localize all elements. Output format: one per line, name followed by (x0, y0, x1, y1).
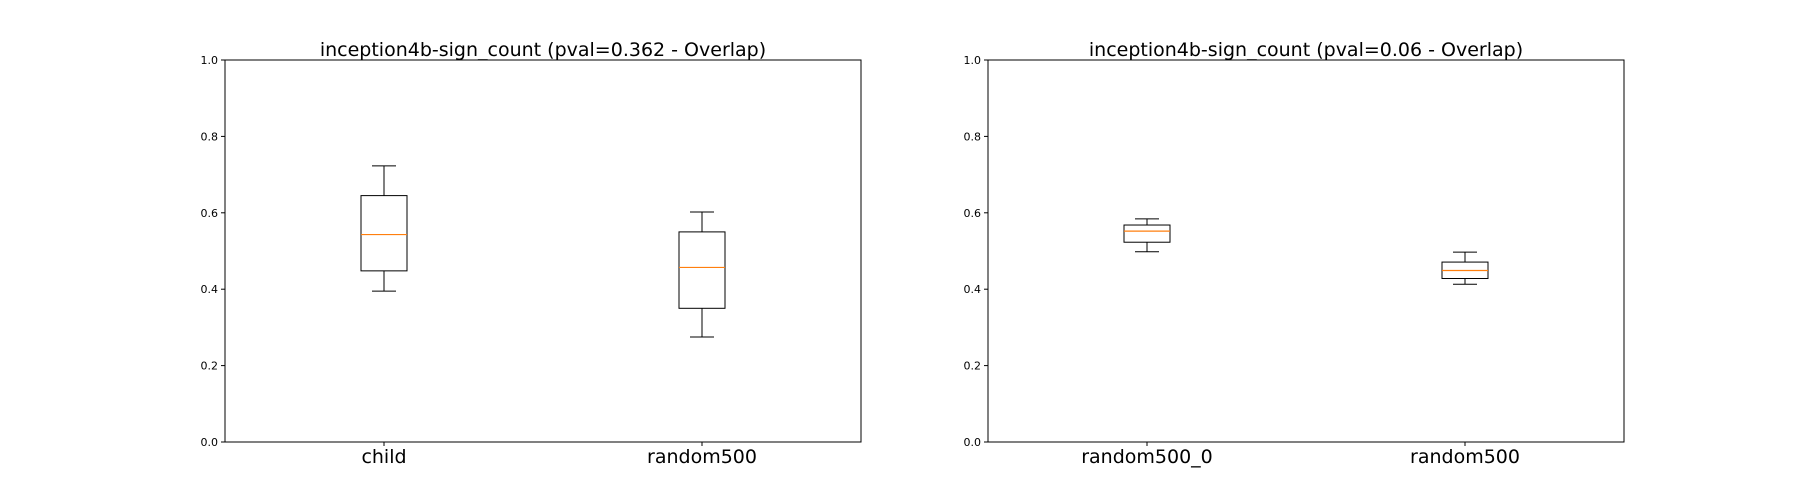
right-box-0 (1123, 218, 1171, 253)
left-x-tick-label: child (361, 446, 406, 468)
left-y-tick-label: 0.6 (201, 207, 219, 220)
right-boxplot-panel: inception4b-sign_count (pval=0.06 - Over… (964, 39, 1625, 468)
interquartile-box (678, 231, 726, 309)
left-y-tick-label: 0.4 (201, 283, 219, 296)
right-y-tick-label: 0.0 (964, 436, 982, 449)
left-y-tick-label: 1.0 (201, 54, 219, 67)
right-x-tick-label: random500_0 (1081, 446, 1213, 468)
left-y-tick-label: 0.0 (201, 436, 219, 449)
left-boxplot-panel: inception4b-sign_count (pval=0.362 - Ove… (201, 39, 862, 468)
interquartile-box (1123, 224, 1171, 243)
left-x-axis: child random500 (361, 442, 757, 468)
left-y-axis: 0.0 0.2 0.4 0.6 0.8 1.0 (201, 54, 225, 449)
right-y-tick-label: 0.6 (964, 207, 982, 220)
right-y-tick-label: 0.2 (964, 360, 982, 373)
right-x-axis: random500_0 random500 (1081, 442, 1520, 468)
left-y-tick-label: 0.2 (201, 360, 219, 373)
left-chart-title: inception4b-sign_count (pval=0.362 - Ove… (320, 39, 766, 61)
right-y-axis: 0.0 0.2 0.4 0.6 0.8 1.0 (964, 54, 988, 449)
interquartile-box (360, 195, 408, 272)
right-boxes (1123, 218, 1489, 285)
left-boxes (360, 165, 726, 338)
right-y-tick-label: 0.4 (964, 283, 982, 296)
right-plot-area-frame (987, 59, 1625, 443)
right-box-1 (1441, 251, 1489, 285)
left-box-1 (678, 211, 726, 338)
right-y-tick-label: 1.0 (964, 54, 982, 67)
left-plot-area-frame (224, 59, 862, 443)
right-chart-title: inception4b-sign_count (pval=0.06 - Over… (1089, 39, 1523, 61)
left-y-tick-label: 0.8 (201, 130, 219, 143)
right-x-tick-label: random500 (1410, 446, 1520, 468)
right-y-tick-label: 0.8 (964, 130, 982, 143)
left-x-tick-label: random500 (647, 446, 757, 468)
left-box-0 (360, 165, 408, 292)
